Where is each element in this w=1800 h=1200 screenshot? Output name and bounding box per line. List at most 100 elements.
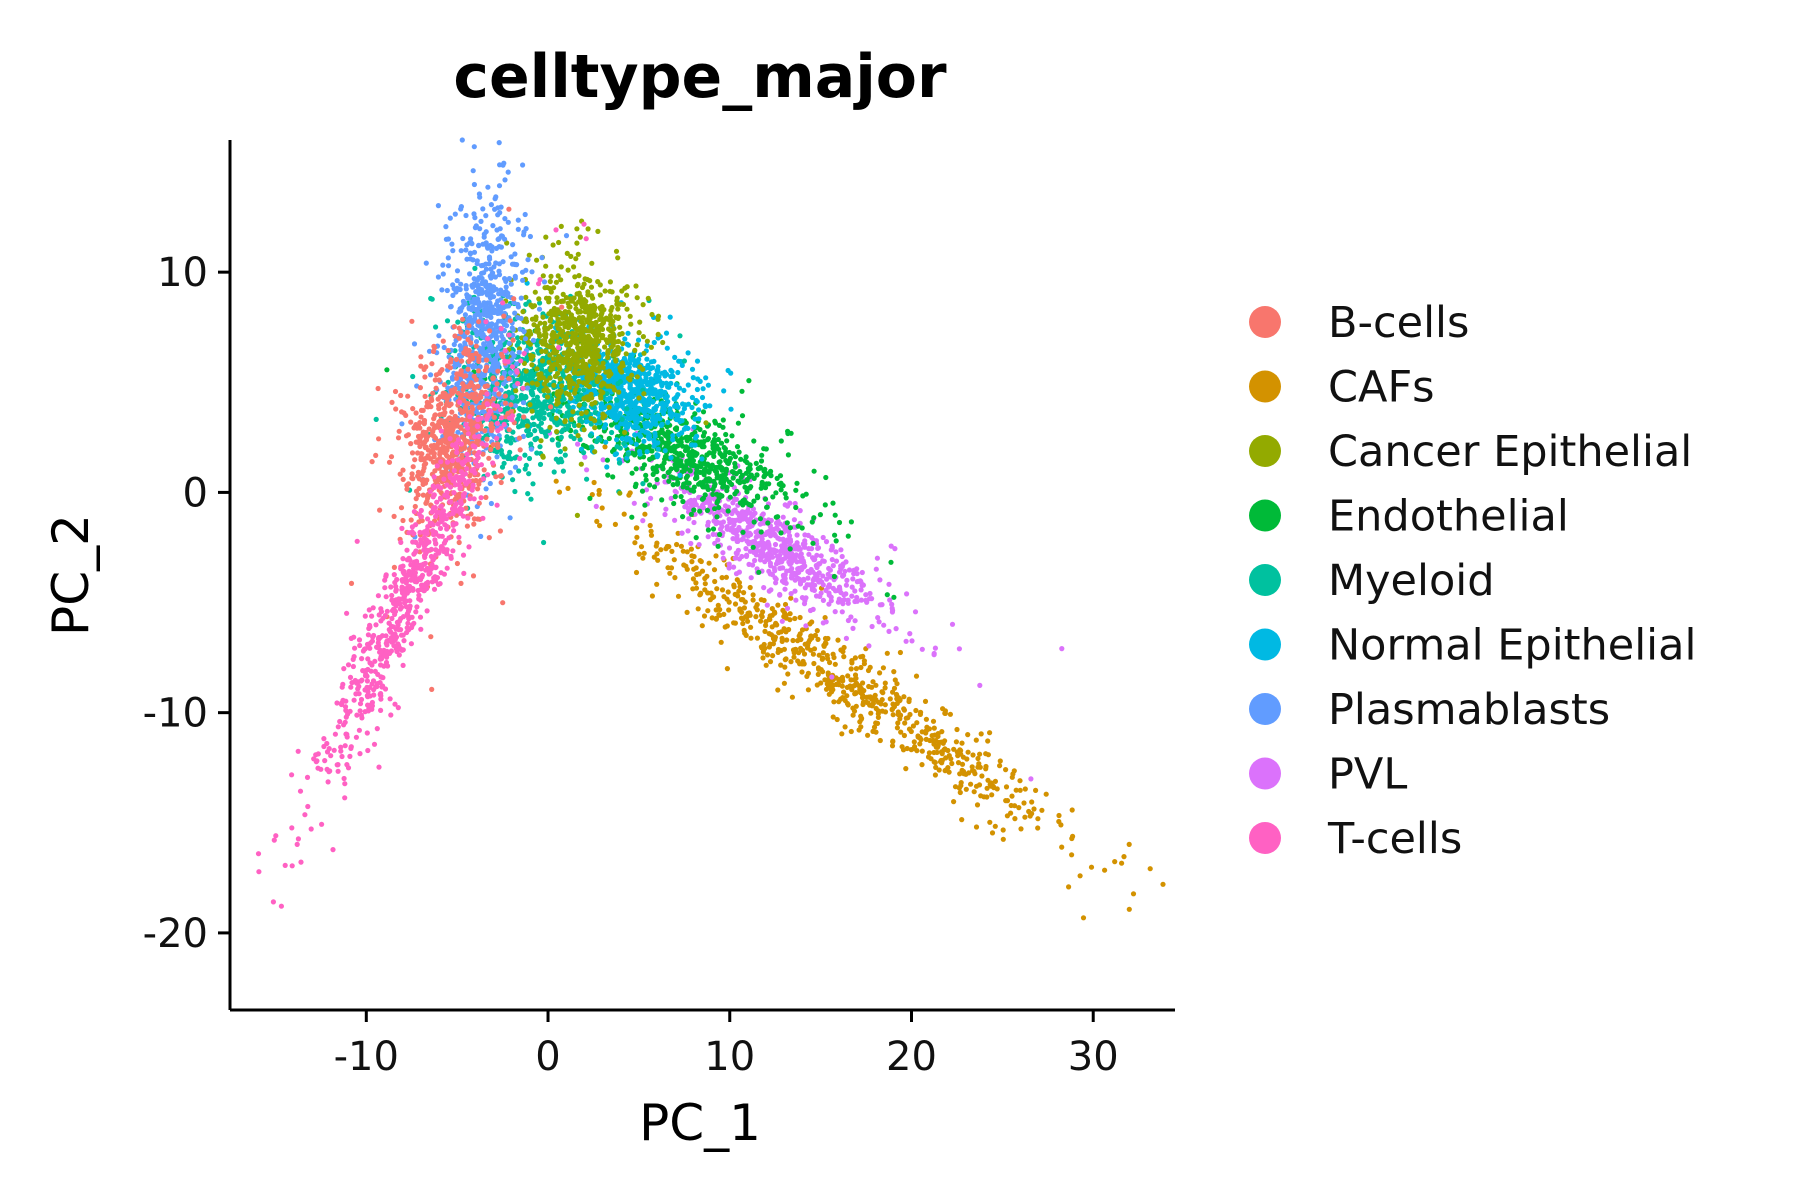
data-point [773, 490, 778, 495]
data-point [755, 607, 760, 612]
data-point [556, 273, 561, 278]
data-point [651, 381, 656, 386]
data-point [838, 547, 843, 552]
data-point [711, 454, 716, 459]
data-point [939, 740, 944, 745]
data-point [727, 600, 732, 605]
data-point [524, 319, 529, 324]
data-point [589, 416, 594, 421]
data-point [690, 367, 695, 372]
data-point [727, 562, 732, 567]
data-point [540, 315, 545, 320]
data-point [653, 422, 658, 427]
data-point [598, 292, 603, 297]
data-point [642, 503, 647, 508]
data-point [782, 665, 787, 670]
data-point [680, 499, 685, 504]
data-point [521, 400, 526, 405]
data-point [636, 406, 641, 411]
data-point [759, 529, 764, 534]
data-point [496, 346, 501, 351]
data-point [525, 491, 530, 496]
data-point [608, 279, 613, 284]
data-point [892, 704, 897, 709]
data-point [634, 570, 639, 575]
data-point [454, 382, 459, 387]
data-point [519, 394, 524, 399]
data-point [987, 820, 992, 825]
data-point [789, 573, 794, 578]
data-point [853, 691, 858, 696]
data-point [680, 453, 685, 458]
data-point [888, 696, 893, 701]
data-point [885, 592, 890, 597]
data-point [554, 479, 559, 484]
data-point [628, 314, 633, 319]
data-point [446, 255, 451, 260]
data-point [701, 444, 706, 449]
data-point [629, 515, 634, 520]
data-point [543, 235, 548, 240]
data-point [715, 520, 720, 525]
data-point [768, 469, 773, 474]
data-point [734, 489, 739, 494]
data-point [1012, 816, 1017, 821]
data-point [979, 773, 984, 778]
data-point [535, 382, 540, 387]
data-point [974, 824, 979, 829]
data-point [667, 571, 672, 576]
data-point [556, 240, 561, 245]
data-point [538, 438, 543, 443]
data-point [622, 422, 627, 427]
data-point [501, 305, 506, 310]
data-point [744, 554, 749, 559]
data-point [374, 417, 379, 422]
data-point [525, 423, 530, 428]
data-point [751, 499, 756, 504]
data-point [714, 617, 719, 622]
data-point [651, 408, 656, 413]
data-point [549, 289, 554, 294]
data-point [766, 545, 771, 550]
data-point [699, 456, 704, 461]
data-point [674, 490, 679, 495]
data-point [478, 219, 483, 224]
data-point [659, 389, 664, 394]
data-point [548, 318, 553, 323]
data-point [940, 751, 945, 756]
data-point [580, 320, 585, 325]
data-point [948, 712, 953, 717]
data-point [543, 335, 548, 340]
data-point [619, 288, 624, 293]
data-point [744, 471, 749, 476]
data-point [669, 448, 674, 453]
data-point [775, 603, 780, 608]
data-point [665, 420, 670, 425]
data-point [575, 442, 580, 447]
data-point [705, 523, 710, 528]
data-point [790, 638, 795, 643]
data-point [525, 257, 530, 262]
data-point [728, 456, 733, 461]
data-point [626, 452, 631, 457]
data-point [673, 426, 678, 431]
data-point [688, 541, 693, 546]
data-point [902, 720, 907, 725]
data-point [721, 388, 726, 393]
data-point [642, 512, 647, 517]
data-point [1044, 792, 1049, 797]
data-point [569, 417, 574, 422]
data-point [505, 291, 510, 296]
data-point [497, 183, 502, 188]
data-point [573, 306, 578, 311]
data-point [707, 478, 712, 483]
data-point [472, 266, 477, 271]
data-point [581, 380, 586, 385]
data-point [821, 598, 826, 603]
data-point [768, 642, 773, 647]
data-point [665, 384, 670, 389]
data-point [655, 558, 660, 563]
data-point [633, 482, 638, 487]
data-point [740, 616, 745, 621]
data-point [610, 474, 615, 479]
